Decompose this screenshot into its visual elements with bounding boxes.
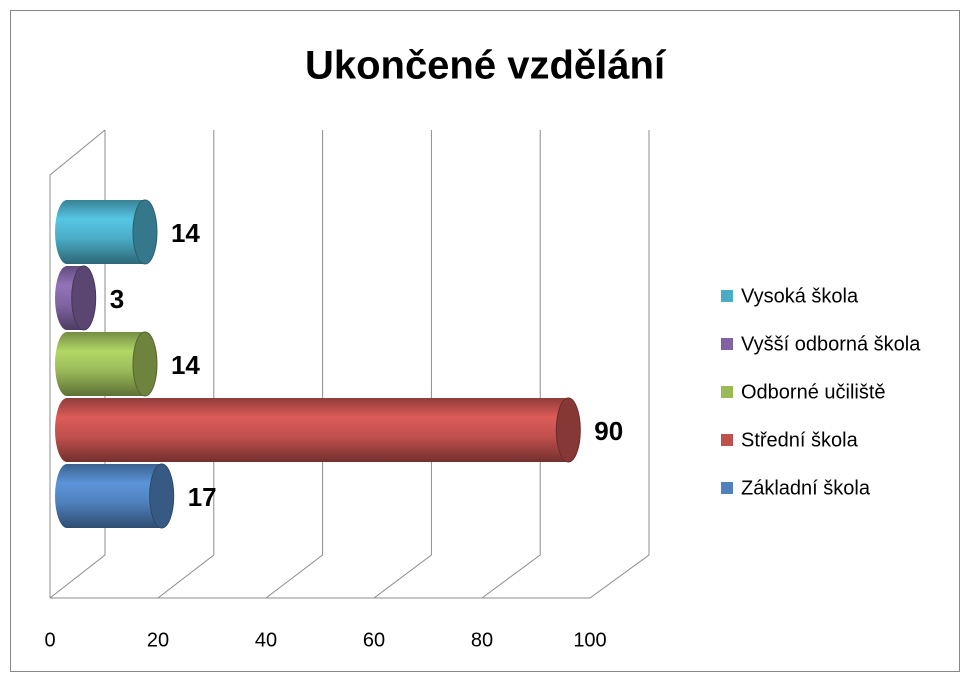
legend-swatch — [721, 482, 733, 494]
legend-label: Vyšší odborná škola — [741, 333, 921, 355]
bar — [55, 200, 145, 264]
bar-cap — [132, 199, 158, 265]
bar — [55, 398, 569, 462]
bar-cap — [71, 265, 97, 331]
bar-cap — [149, 463, 175, 529]
data-label: 3 — [110, 284, 124, 314]
bar-cap — [132, 331, 158, 397]
legend-swatch — [721, 290, 733, 302]
grid-line — [265, 130, 324, 599]
x-tick-label: 80 — [471, 629, 493, 651]
x-tick-label: 20 — [147, 629, 169, 651]
side-wall — [49, 129, 106, 598]
grid-line — [481, 130, 541, 599]
data-label: 17 — [188, 482, 217, 512]
legend-label: Vysoká škola — [741, 285, 859, 307]
chart-border — [10, 10, 960, 672]
grid-line — [373, 130, 432, 599]
data-label: 14 — [171, 350, 200, 380]
grid-line — [589, 130, 650, 599]
chart-title: Ukončené vzdělání — [305, 44, 667, 88]
x-tick-label: 60 — [363, 629, 385, 651]
legend-swatch — [721, 338, 733, 350]
bar — [55, 332, 145, 396]
legend-swatch — [721, 386, 733, 398]
x-tick-label: 0 — [44, 629, 55, 651]
grid-line — [49, 130, 106, 599]
x-tick-label: 100 — [573, 629, 606, 651]
x-tick-label: 40 — [255, 629, 277, 651]
legend-swatch — [721, 434, 733, 446]
data-label: 14 — [171, 218, 200, 248]
data-label: 90 — [594, 416, 623, 446]
legend-label: Odborné učiliště — [741, 381, 886, 403]
bar — [55, 464, 162, 528]
bar-cap — [555, 397, 581, 463]
legend-label: Střední škola — [741, 429, 859, 451]
legend-label: Základní škola — [741, 477, 871, 499]
grid-line — [157, 130, 215, 599]
